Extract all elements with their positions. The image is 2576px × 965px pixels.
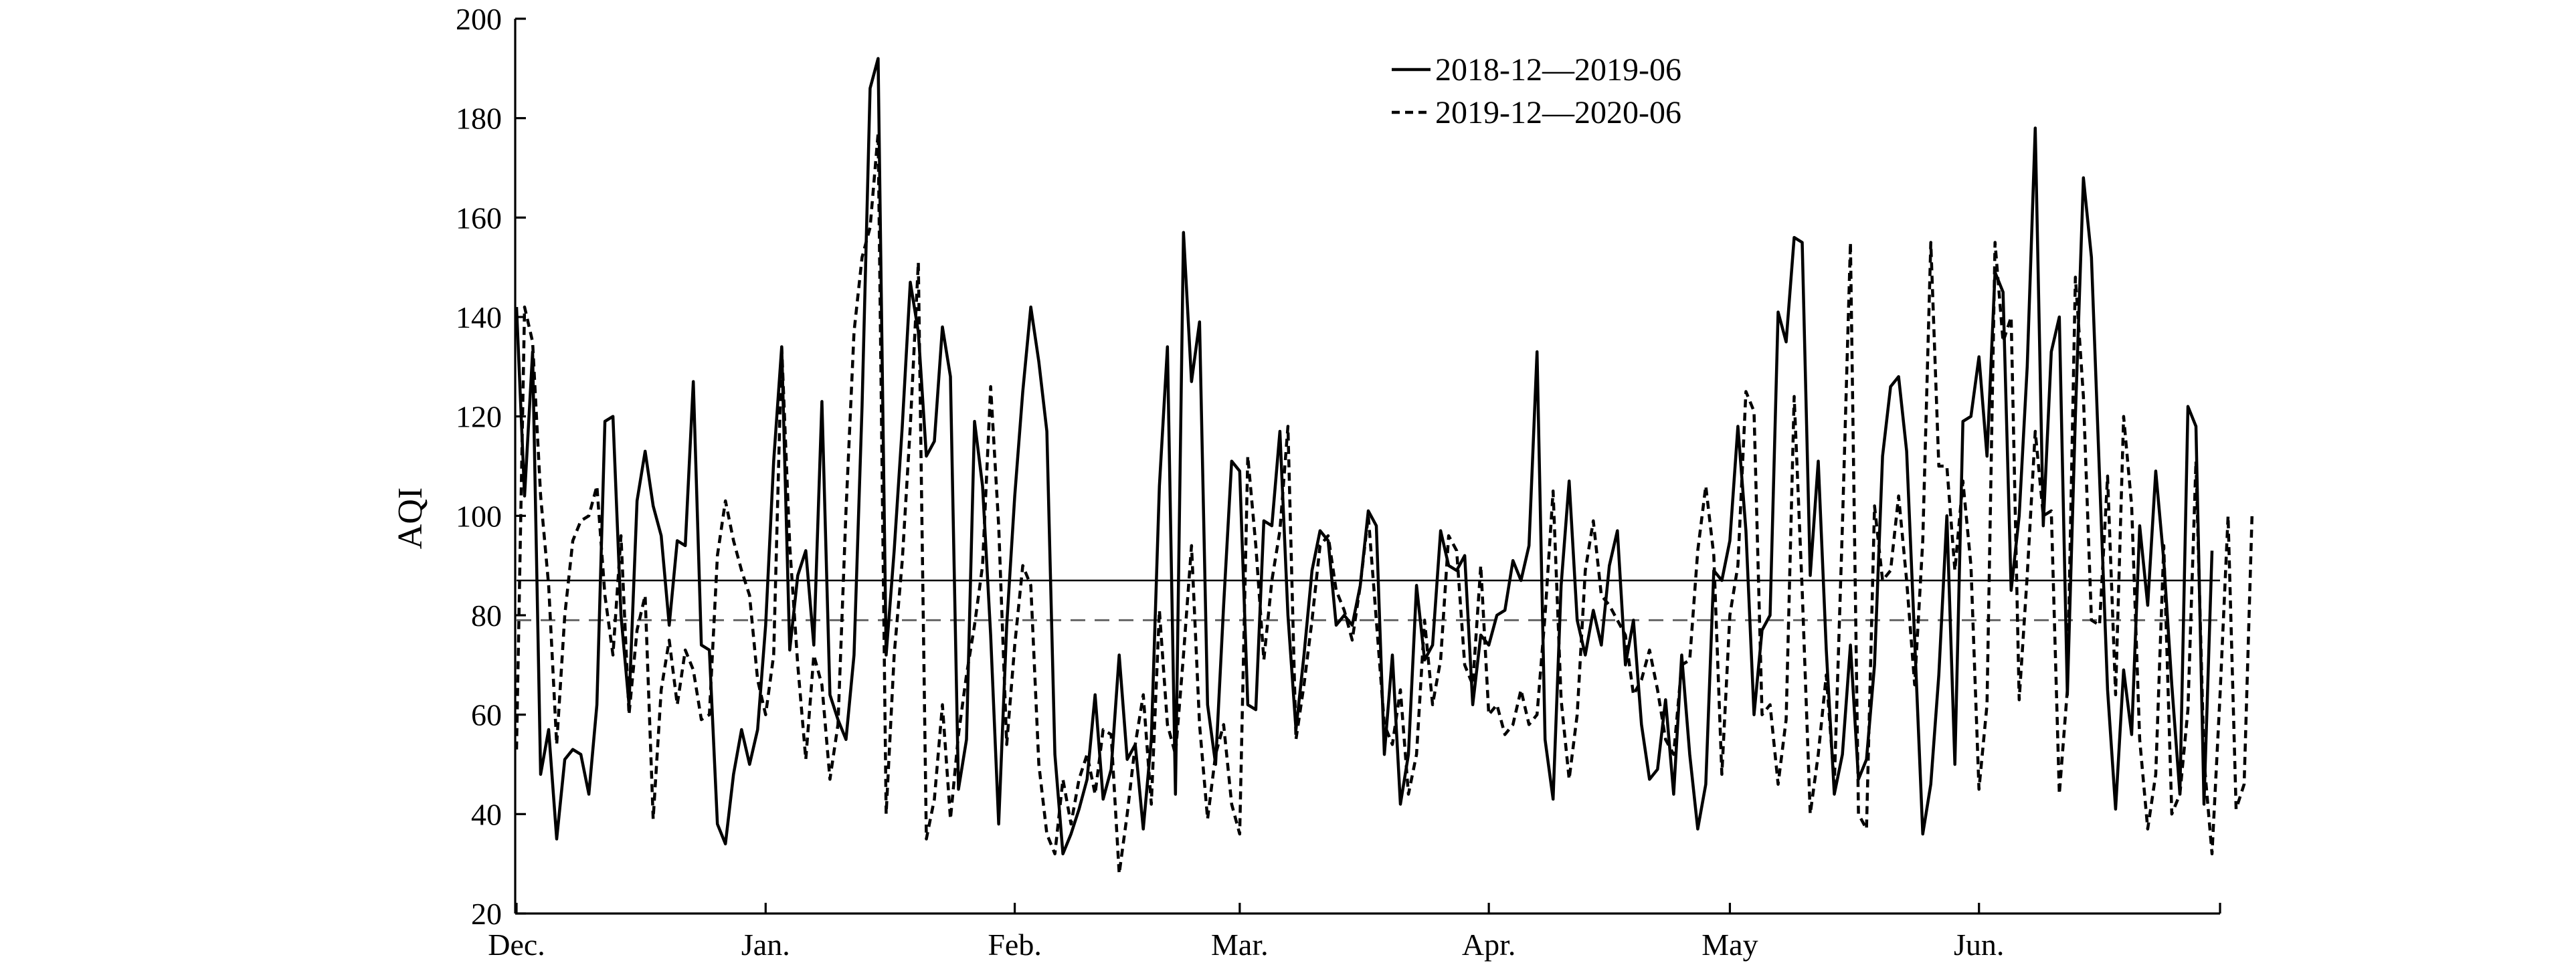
x-tick-label: Jan.: [741, 928, 790, 962]
y-tick-label: 140: [456, 300, 502, 334]
y-tick-label: 100: [456, 499, 502, 533]
y-tick-label: 20: [471, 897, 502, 931]
legend-label-series-1: 2018-12—2019-06: [1435, 52, 1681, 88]
series-line-2: [515, 131, 2254, 875]
x-tick-label: Apr.: [1462, 928, 1516, 962]
ticks: 20 40 60 80 100 120 140 160 180 200 Dec. Jan. Feb. Ma…: [456, 2, 2221, 962]
y-tick-label: 120: [456, 400, 502, 434]
legend-label-series-2: 2019-12—2020-06: [1435, 95, 1681, 130]
y-tick-label: 200: [456, 2, 502, 36]
x-tick-label: Feb.: [988, 928, 1042, 962]
series-line-1: [515, 57, 2214, 856]
axes: [514, 19, 2220, 915]
y-axis-title: AQI: [391, 488, 430, 549]
series-group: [515, 57, 2254, 875]
x-tick-label: Jun.: [1954, 928, 2004, 962]
y-tick-label: 40: [471, 797, 502, 831]
x-tick-label: Mar.: [1211, 928, 1269, 962]
x-tick-label: May: [1701, 928, 1758, 962]
reference-lines: [517, 579, 2220, 621]
y-tick-label: 160: [456, 201, 502, 235]
legend: 2018-12—2019-06 2019-12—2020-06: [1392, 52, 1681, 130]
y-tick-label: 60: [471, 698, 502, 732]
y-tick-label: 180: [456, 102, 502, 136]
y-tick-label: 80: [471, 599, 502, 633]
x-tick-label: Dec.: [488, 928, 545, 962]
